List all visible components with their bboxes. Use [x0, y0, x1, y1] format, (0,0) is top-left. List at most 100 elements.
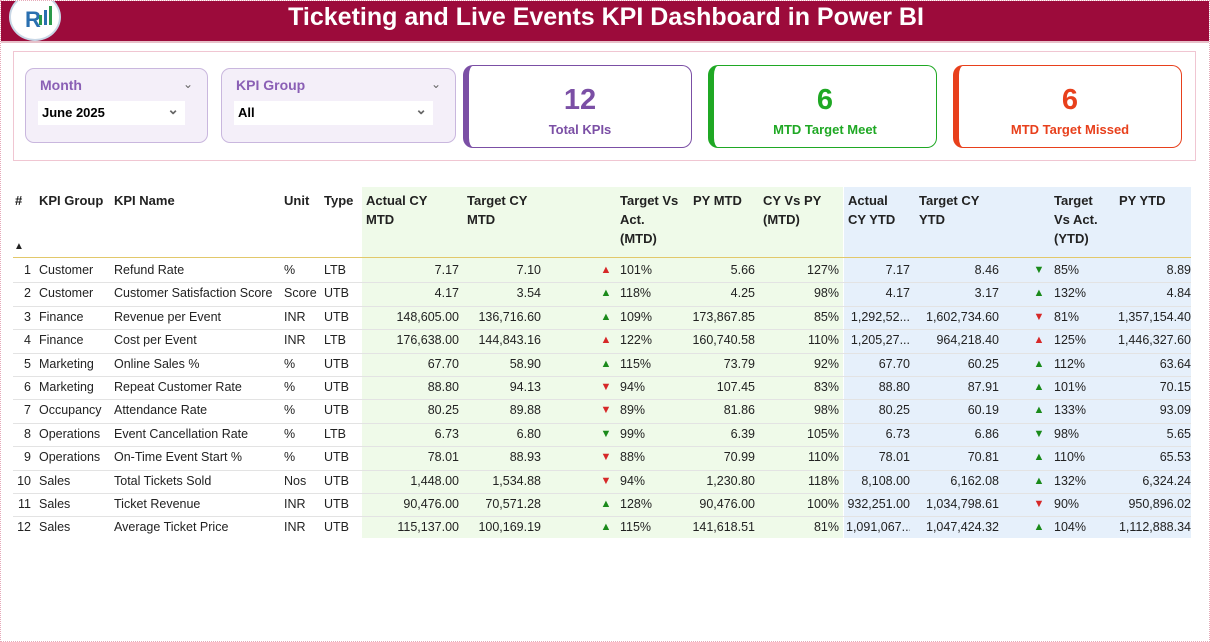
table-cell: 1,602,734.60: [926, 309, 999, 324]
header-bar: [1, 1, 1209, 43]
table-cell: 4.17: [434, 286, 459, 301]
table-cell: 3.54: [516, 286, 541, 301]
status-arrow: ▲: [600, 521, 612, 534]
table-cell: 7.10: [516, 263, 541, 277]
table-cell: 85%: [1054, 263, 1080, 277]
kpi-card: 6 MTD Target Missed: [953, 65, 1182, 148]
table-cell: %: [284, 263, 296, 277]
table-cell: 11: [18, 497, 31, 511]
table-cell: Online Sales %: [114, 356, 200, 371]
table-cell: 110%: [1054, 450, 1086, 465]
table-cell: 136,716.60: [478, 309, 541, 324]
table-cell: Cost per Event: [114, 333, 197, 348]
card-value: 12: [563, 84, 597, 116]
table-cell: 1,091,067...: [846, 520, 910, 535]
table-cell: 99%: [620, 426, 646, 441]
table-cell: 173,867.85: [692, 309, 755, 324]
table-cell: 132%: [1054, 473, 1086, 488]
chevron: ⌄: [167, 101, 179, 117]
column-header: Actual CY YTD: [848, 193, 896, 227]
table-cell: 115%: [620, 520, 652, 535]
table-cell: 176,638.00: [396, 333, 459, 348]
table-cell: Event Cancellation Rate: [114, 426, 249, 441]
table-cell: 110%: [807, 333, 839, 348]
row-separator: [13, 516, 1191, 518]
column-header: Target Vs Act. (YTD): [1054, 193, 1098, 246]
table-cell: 127%: [807, 263, 839, 277]
table-cell: 73.79: [723, 356, 755, 371]
status-arrow: ▼: [600, 404, 612, 417]
table-cell: 100,169.19: [478, 520, 541, 535]
table-cell: %: [284, 380, 296, 394]
status-arrow: ▼: [600, 451, 612, 464]
table-cell: 118%: [807, 473, 839, 488]
table-cell: UTB: [324, 473, 349, 488]
table-cell: Operations: [39, 450, 101, 465]
column-header: Target CY YTD: [919, 193, 980, 227]
table-cell: %: [284, 403, 296, 418]
table-cell: 1,230.80: [706, 473, 755, 488]
table-cell: 63.64: [1159, 356, 1191, 371]
table-cell: Marketing: [39, 356, 94, 371]
table-cell: 87.91: [967, 380, 999, 394]
table-cell: Operations: [39, 426, 101, 441]
table-cell: 110%: [807, 450, 839, 465]
row-separator: [13, 329, 1191, 331]
table-cell: 141,618.51: [692, 520, 755, 535]
table-cell: 6.86: [974, 426, 999, 441]
table-cell: 5: [24, 356, 31, 371]
table-cell: 1,047,424.32: [926, 520, 999, 535]
table-cell: 148,605.00: [396, 309, 459, 324]
table-cell: 122%: [620, 333, 652, 348]
table-cell: 12: [17, 520, 31, 535]
table-cell: 94%: [620, 473, 646, 488]
column-header: Type: [324, 193, 354, 208]
table-cell: 112%: [1054, 356, 1086, 371]
table-cell: 6: [24, 380, 31, 394]
table-cell: Customer: [39, 286, 94, 301]
table-cell: Occupancy: [39, 403, 102, 418]
slicer[interactable]: Month ⌄ June 2025 ⌄: [25, 68, 208, 143]
table-cell: Marketing: [39, 380, 94, 394]
table-cell: 81%: [1054, 309, 1080, 324]
slicer[interactable]: KPI Group ⌄ All ⌄: [221, 68, 456, 143]
table-cell: 3: [24, 309, 31, 324]
slicer-dropdown[interactable]: All ⌄: [234, 101, 433, 125]
table-cell: %: [284, 356, 296, 371]
table-cell: 89.88: [509, 403, 541, 418]
table-cell: 90,476.00: [699, 497, 755, 511]
table-cell: 115%: [620, 356, 652, 371]
column-header: PY MTD: [693, 193, 742, 208]
status-arrow: ▲: [1033, 357, 1045, 370]
status-arrow: ▲: [1033, 404, 1045, 417]
card-label: MTD Target Missed: [1010, 122, 1130, 137]
status-arrow: ▲: [600, 498, 612, 510]
table-cell: 89%: [620, 403, 646, 418]
table-cell: Total Tickets Sold: [114, 473, 212, 488]
table-cell: 2: [24, 286, 31, 301]
row-separator: [13, 399, 1191, 401]
table-cell: UTB: [324, 380, 349, 394]
status-arrow: ▲: [600, 310, 612, 323]
table-cell: 5.65: [1166, 426, 1191, 441]
table-cell: 100%: [807, 497, 839, 511]
table-cell: 1,534.88: [492, 473, 541, 488]
table-cell: 4: [24, 333, 31, 348]
table-cell: LTB: [324, 333, 346, 348]
table-cell: 60.25: [967, 356, 999, 371]
status-arrow: ▲: [1033, 381, 1045, 393]
card-label: Total KPIs: [548, 122, 612, 137]
status-arrow: ▲: [600, 264, 612, 276]
table-cell: 6.39: [730, 426, 755, 441]
sort-indicator: ▲: [14, 241, 24, 252]
status-arrow: ▲: [600, 357, 612, 370]
row-separator: [13, 282, 1191, 284]
table-cell: 70.81: [967, 450, 999, 465]
table-cell: 132%: [1054, 286, 1086, 301]
table-cell: 115,137.00: [397, 520, 459, 535]
table-cell: 7.17: [885, 263, 910, 277]
status-arrow: ▼: [600, 381, 612, 393]
slicer-dropdown[interactable]: June 2025 ⌄: [38, 101, 185, 125]
status-arrow: ▼: [1033, 498, 1045, 510]
column-header: KPI Name: [114, 193, 175, 208]
